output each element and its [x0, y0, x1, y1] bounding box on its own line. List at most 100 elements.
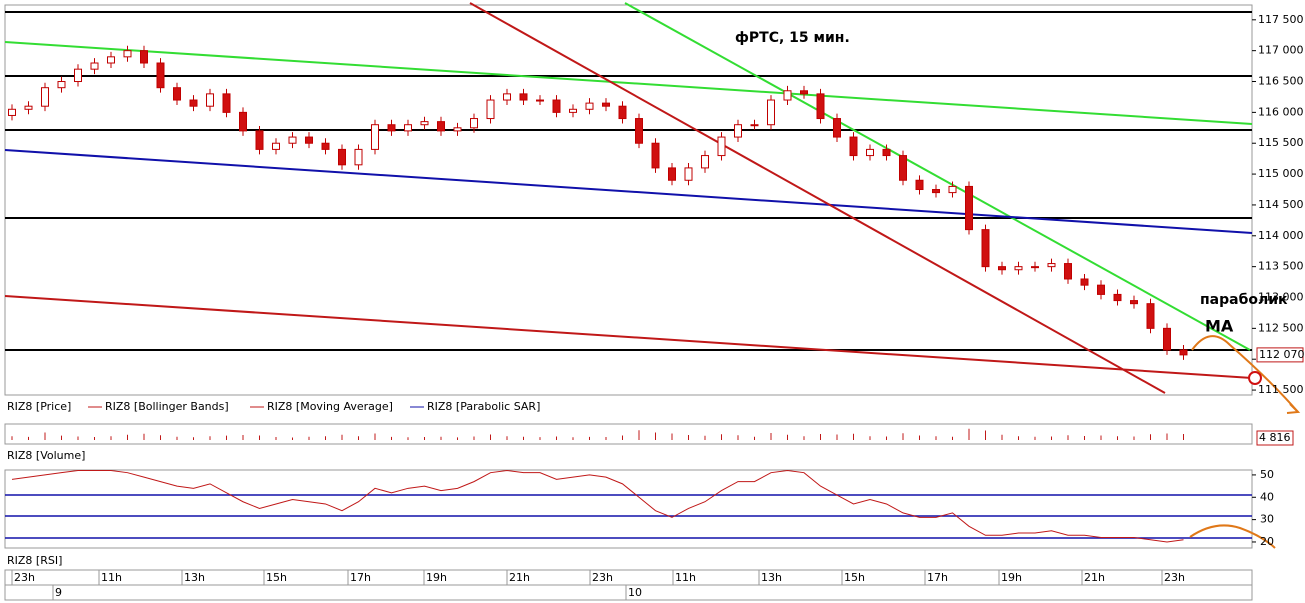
candle-body: [387, 124, 396, 132]
candle-body: [321, 142, 330, 150]
candle-body: [8, 108, 16, 116]
candle-body: [173, 87, 181, 101]
price-marker: [1248, 371, 1262, 385]
legend-entry: RIZ8 [Parabolic SAR]: [427, 400, 540, 413]
annotation: параболик: [1200, 292, 1288, 308]
last-price-label: 112 070: [1259, 348, 1305, 361]
y-tick-label: 115 000: [1258, 167, 1304, 180]
volume-label: 4 816: [1259, 431, 1291, 444]
candle-body: [569, 108, 577, 113]
y-tick-label: 114 000: [1258, 229, 1304, 242]
time-label: 23h: [14, 571, 35, 584]
candle-body: [239, 111, 247, 132]
candle-body: [57, 81, 66, 89]
candle-body: [24, 105, 33, 110]
candle-body: [354, 148, 363, 166]
rsi-tick-label: 40: [1260, 490, 1274, 503]
candle-body: [371, 124, 379, 150]
panel-label: RIZ8 [Volume]: [7, 449, 85, 462]
candle-body: [1113, 293, 1122, 302]
volume-panel: [4, 423, 1253, 445]
y-tick-label: 117 500: [1258, 13, 1304, 26]
annotation: МА: [1205, 317, 1234, 336]
y-tick-label: 112 500: [1258, 321, 1304, 334]
rsi-tick-label: 30: [1260, 513, 1274, 526]
time-label: 13h: [761, 571, 782, 584]
date-label: 9: [55, 586, 62, 599]
rsi-tick-label: 50: [1260, 468, 1274, 481]
candle-body: [470, 118, 478, 129]
chart-title: фРТС, 15 мин.: [735, 30, 850, 46]
volume-label-box: [1256, 430, 1294, 446]
forecast-arrows: [1189, 335, 1301, 549]
candle-body: [981, 229, 990, 268]
candle-body: [453, 127, 462, 132]
candle-body: [602, 102, 610, 107]
price-panel: [4, 4, 1253, 396]
candle-body: [1130, 300, 1138, 305]
y-tick-label: 116 000: [1258, 105, 1304, 118]
candle-body: [222, 93, 231, 113]
candle-body: [1097, 284, 1105, 295]
panel-label: RIZ8 [RSI]: [7, 554, 62, 567]
time-label: 21h: [509, 571, 530, 584]
time-label: 17h: [927, 571, 948, 584]
last-price-box: [1256, 347, 1304, 363]
y-tick-label: 113 000: [1258, 291, 1304, 304]
time-label: 17h: [350, 571, 371, 584]
candle-body: [107, 56, 115, 64]
rsi-tick-label: 20: [1260, 535, 1274, 548]
candle-body: [437, 121, 445, 132]
candle-body: [1031, 266, 1039, 269]
candle-body: [816, 93, 825, 120]
rsi-panel: [4, 469, 1253, 549]
candle-body: [552, 99, 561, 113]
candle-body: [899, 155, 907, 181]
candle-body: [74, 68, 82, 83]
candle-body: [701, 155, 709, 169]
candle-body: [965, 185, 973, 231]
y-tick-label: 115 500: [1258, 136, 1304, 149]
candle-body: [503, 93, 511, 101]
candle-body: [833, 118, 841, 138]
y-tick-label: 116 500: [1258, 75, 1304, 88]
candle-body: [486, 99, 495, 120]
y-tick-label: 113 500: [1258, 260, 1304, 273]
legend-entry: RIZ8 [Bollinger Bands]: [105, 400, 229, 413]
candle-body: [618, 105, 627, 120]
candle-body: [1047, 263, 1056, 268]
rsi-line: [11, 469, 1184, 543]
candle-body: [998, 266, 1006, 271]
time-label: 15h: [844, 571, 865, 584]
candle-body: [1064, 263, 1072, 280]
time-label: 15h: [266, 571, 287, 584]
candle-body: [932, 189, 940, 194]
candle-body: [1163, 327, 1171, 351]
time-label: 19h: [1001, 571, 1022, 584]
trend-lines: [4, 2, 1253, 394]
time-label: 21h: [1084, 571, 1105, 584]
candle-body: [800, 90, 808, 95]
time-label: 11h: [675, 571, 696, 584]
rsi-levels: [5, 494, 1252, 539]
candle-body: [536, 99, 544, 102]
candle-body: [1146, 303, 1155, 329]
candle-body: [849, 136, 858, 157]
candle-body: [915, 179, 924, 191]
candle-body: [206, 93, 214, 107]
time-label: 13h: [184, 571, 205, 584]
level-lines: [5, 11, 1252, 351]
candle-body: [41, 87, 49, 107]
candle-body: [668, 167, 676, 181]
candle-body: [734, 124, 742, 138]
candle-body: [123, 50, 132, 58]
candle-body: [866, 148, 874, 157]
candle-body: [1014, 266, 1023, 271]
candle-body: [255, 130, 264, 150]
candle-body: [272, 142, 280, 150]
candle-body: [1080, 278, 1089, 286]
candle-body: [305, 136, 313, 144]
candle-body: [684, 167, 693, 181]
candle-body: [651, 142, 660, 169]
